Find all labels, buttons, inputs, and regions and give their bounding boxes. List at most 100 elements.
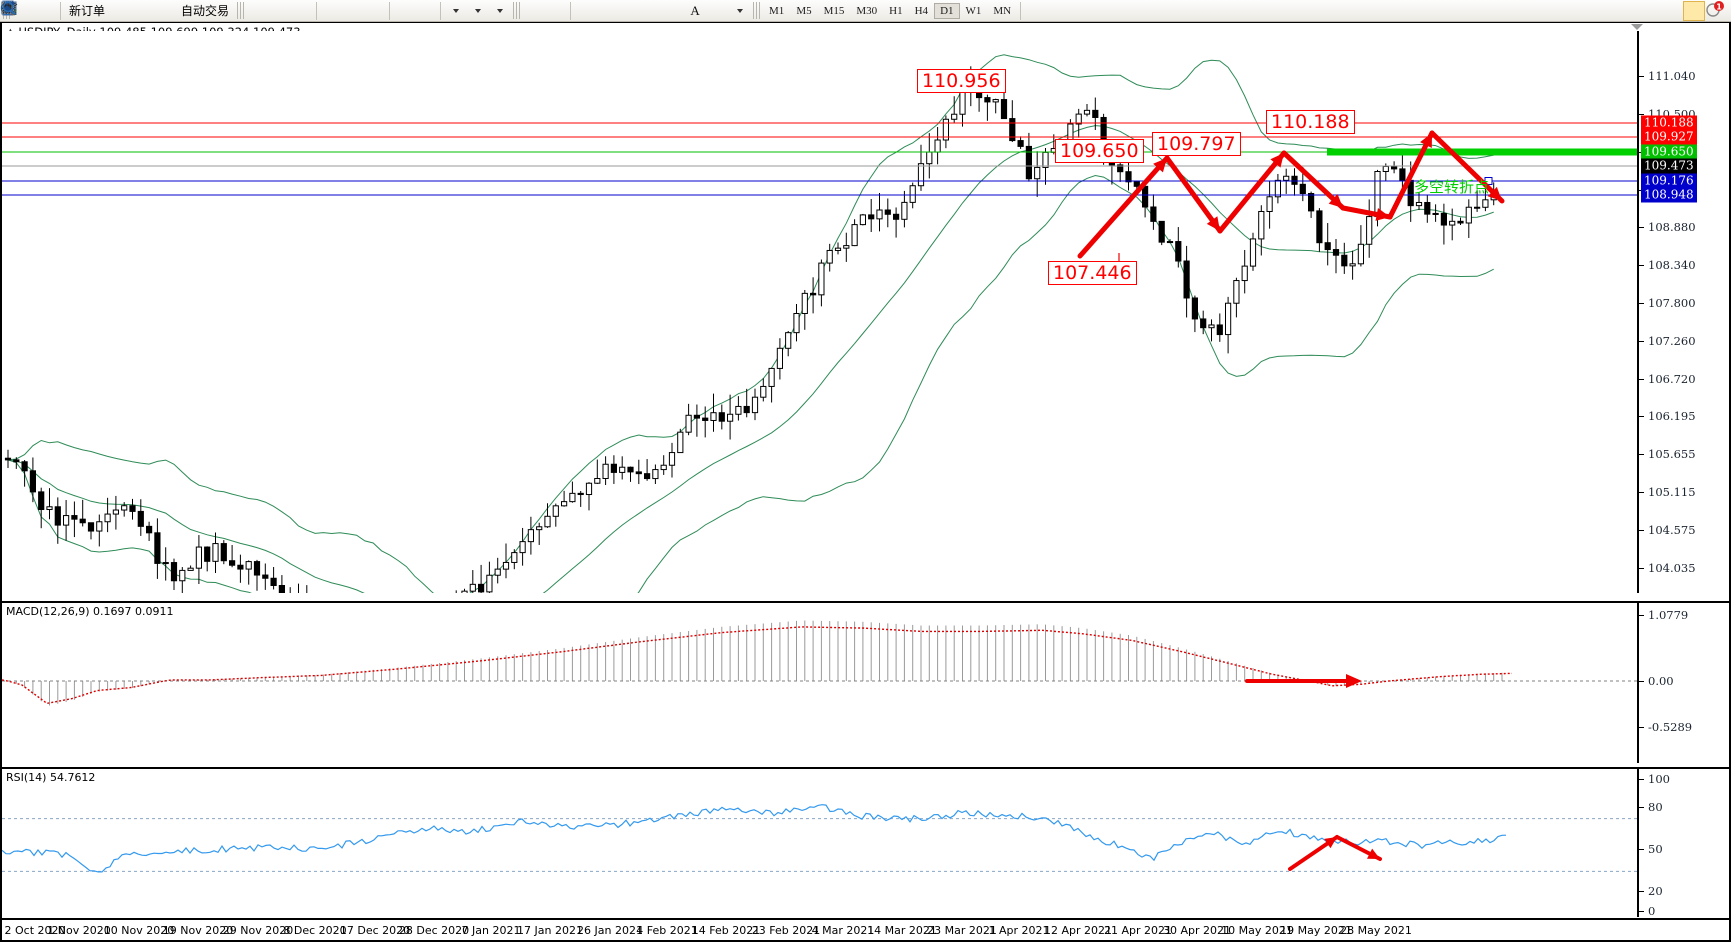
rsi-label: RSI(14) 54.7612 (6, 771, 96, 784)
time-axis-label: 2 Oct 2020 (4, 924, 66, 937)
tab-timeframe-h1[interactable]: H1 (889, 4, 903, 17)
price-level-badge[interactable]: 108.948 (1641, 187, 1697, 203)
crosshair-icon[interactable] (2, 1, 567, 21)
terminal-icon[interactable] (1, 1, 154, 21)
notifications-icon[interactable]: 1 (1705, 0, 1727, 21)
periodicity-icon[interactable] (0, 0, 488, 21)
auto-scroll-icon[interactable] (2, 1, 437, 21)
price-level-badge[interactable]: 109.650 (1641, 144, 1697, 160)
market-watch-icon[interactable] (1, 1, 57, 21)
chevron-down-icon-2[interactable] (474, 8, 481, 13)
line-chart-icon[interactable] (2, 1, 313, 21)
chart-price-annotation[interactable]: 107.446 (1048, 261, 1137, 285)
toolbar-separator-4 (389, 1, 391, 20)
price-level-badge[interactable]: 109.176 (1641, 173, 1697, 189)
toolbar-grip-3[interactable] (513, 2, 521, 19)
candlestick-chart-icon[interactable] (2, 1, 291, 21)
price-axis-tick (1639, 416, 1644, 417)
cursor-icon[interactable] (3, 1, 545, 21)
chevron-down-icon-4[interactable] (736, 8, 743, 13)
arrows-icon[interactable] (3, 1, 750, 21)
shift-chart-icon[interactable] (2, 1, 415, 21)
rsi-chart-svg (2, 804, 1637, 873)
new-order-button[interactable]: 新订单 (2, 0, 110, 21)
price-plot-area[interactable]: 110.956 109.650 109.797 110.188 107.446 多空转折点 (2, 31, 1637, 593)
macd-plot-area[interactable] (2, 603, 1637, 763)
rsi-axis-label: 50 (1648, 842, 1663, 856)
rsi-axis-tick (1639, 849, 1644, 850)
price-level-badge[interactable]: 109.927 (1641, 129, 1697, 145)
price-level-badge[interactable]: 109.473 (1641, 158, 1697, 174)
signals-icon[interactable] (1, 1, 176, 21)
macd-pane[interactable]: MACD(12,26,9) 0.1697 0.0911 1.0779 0.00 -0… (2, 601, 1729, 763)
time-axis-label: 30 Apr 2021 (1162, 924, 1232, 937)
price-pane[interactable]: 110.956 109.650 109.797 110.188 107.446 多空转折点… (2, 31, 1729, 689)
tab-timeframe-h4[interactable]: H4 (914, 4, 929, 17)
time-axis-label: 4 Feb 2021 (636, 924, 698, 937)
time-axis-label: 10 Nov 2020 (103, 924, 175, 937)
price-axis-label: 107.800 (1648, 296, 1696, 310)
data-window-icon[interactable] (1, 1, 386, 21)
tab-timeframe-m5[interactable]: M5 (796, 4, 812, 17)
price-axis-tick (1639, 265, 1644, 266)
chart-window[interactable]: ▲ USDJPY-,Daily 109.485 109.699 109.324 … (0, 22, 1731, 942)
search-icon[interactable] (2, 0, 1705, 21)
time-axis[interactable]: 2 Oct 2020 1 Nov 2020 10 Nov 2020 19 Nov 20… (2, 918, 1729, 940)
price-axis-tick (1639, 379, 1644, 380)
toolbar-separator-5 (440, 1, 442, 20)
text-icon-label: A (690, 2, 700, 18)
channel-icon[interactable]: F (2, 1, 684, 21)
time-axis-label: 21 Apr 2021 (1103, 924, 1173, 937)
trendline-icon[interactable] (2, 1, 640, 21)
time-axis-label: 28 May 2021 (1340, 924, 1412, 937)
price-axis-label: 107.260 (1648, 334, 1696, 348)
macd-axis-tick (1639, 681, 1644, 682)
toolbar-grip-4[interactable] (753, 2, 761, 19)
auto-trading-button[interactable]: 自动交易 (1, 1, 234, 21)
rsi-axis-tick (1639, 891, 1644, 892)
time-axis-label: 12 Apr 2021 (1043, 924, 1113, 937)
fibonacci-icon[interactable]: E (2, 1, 662, 21)
price-axis-tick (1639, 492, 1644, 493)
rsi-axis-label: 20 (1648, 884, 1663, 898)
chevron-down-icon[interactable] (452, 8, 459, 13)
toolbar-grip-2[interactable] (237, 2, 245, 19)
macd-axis[interactable]: 1.0779 0.00 -0.5289 (1637, 603, 1729, 763)
price-level-badge[interactable]: 110.188 (1641, 115, 1697, 131)
horizontal-line-icon[interactable] (2, 1, 618, 21)
chart-price-annotation[interactable]: 110.188 (1266, 110, 1355, 134)
indicators-icon[interactable] (2, 1, 466, 21)
rsi-plot-area[interactable] (2, 769, 1637, 917)
text-icon[interactable]: A (684, 1, 706, 21)
macd-axis-tick (1639, 727, 1644, 728)
tab-timeframe-d1[interactable]: D1 (934, 2, 960, 19)
expert-advisors-icon[interactable] (1, 1, 132, 21)
rsi-axis[interactable]: 100 80 50 20 0 (1637, 769, 1729, 918)
time-axis-label: 26 Jan 2021 (577, 924, 643, 937)
price-axis-label: 105.655 (1648, 447, 1696, 461)
tab-timeframe-m30[interactable]: M30 (856, 4, 878, 17)
vertical-line-icon[interactable] (6, 1, 596, 21)
chart-price-annotation[interactable]: 109.650 (1055, 139, 1144, 163)
chart-price-annotation[interactable]: 110.956 (917, 69, 1006, 93)
rsi-axis-tick (1639, 779, 1644, 780)
bar-chart-icon[interactable] (2, 1, 269, 21)
chart-text-note[interactable]: 多空转折点 (1414, 178, 1490, 196)
chevron-down-icon-3[interactable] (496, 8, 503, 13)
rsi-pane[interactable]: RSI(14) 54.7612 100 80 50 20 0 (2, 767, 1729, 918)
text-label-icon[interactable]: T (2, 1, 728, 21)
price-axis[interactable]: 111.040110.500110.000109.473108.880108.3… (1637, 31, 1729, 689)
zoom-out-icon[interactable] (2, 1, 364, 21)
chart-price-annotation[interactable]: 109.797 (1152, 132, 1241, 156)
toolbar-separator (60, 1, 61, 20)
toolbar-separator-7 (1020, 1, 1022, 20)
price-axis-tick (1639, 568, 1644, 569)
collapse-chevron-icon[interactable] (1631, 24, 1643, 30)
tab-timeframe-m1[interactable]: M1 (769, 4, 785, 17)
templates-icon[interactable] (1, 1, 510, 21)
tab-timeframe-mn[interactable]: MN (993, 4, 1012, 17)
tab-timeframe-w1[interactable]: W1 (965, 4, 982, 17)
zoom-in-icon[interactable] (2, 1, 342, 21)
tab-timeframe-m15[interactable]: M15 (823, 4, 845, 17)
rsi-axis-label: 0 (1648, 904, 1656, 918)
